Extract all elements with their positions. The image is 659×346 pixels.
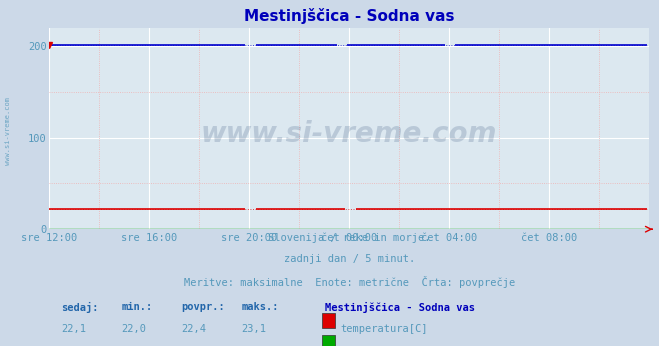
Text: 22,4: 22,4 [181, 324, 206, 334]
Text: www.si-vreme.com: www.si-vreme.com [201, 120, 498, 148]
Text: povpr.:: povpr.: [181, 302, 225, 312]
Title: Mestinjščica - Sodna vas: Mestinjščica - Sodna vas [244, 8, 455, 24]
Text: 23,1: 23,1 [241, 324, 266, 334]
Text: maks.:: maks.: [241, 302, 279, 312]
Text: zadnji dan / 5 minut.: zadnji dan / 5 minut. [283, 254, 415, 264]
Text: 22,1: 22,1 [61, 324, 86, 334]
Text: www.si-vreme.com: www.si-vreme.com [5, 98, 11, 165]
Bar [322, 312, 335, 328]
Text: Slovenija / reke in morje.: Slovenija / reke in morje. [268, 233, 430, 243]
Text: temperatura[C]: temperatura[C] [340, 324, 428, 334]
Text: 22,0: 22,0 [121, 324, 146, 334]
Text: sedaj:: sedaj: [61, 302, 99, 313]
Bar [322, 335, 335, 346]
Text: Meritve: maksimalne  Enote: metrične  Črta: povprečje: Meritve: maksimalne Enote: metrične Črta… [184, 276, 515, 288]
Text: min.:: min.: [121, 302, 153, 312]
Text: Mestinjščica - Sodna vas: Mestinjščica - Sodna vas [326, 302, 475, 313]
